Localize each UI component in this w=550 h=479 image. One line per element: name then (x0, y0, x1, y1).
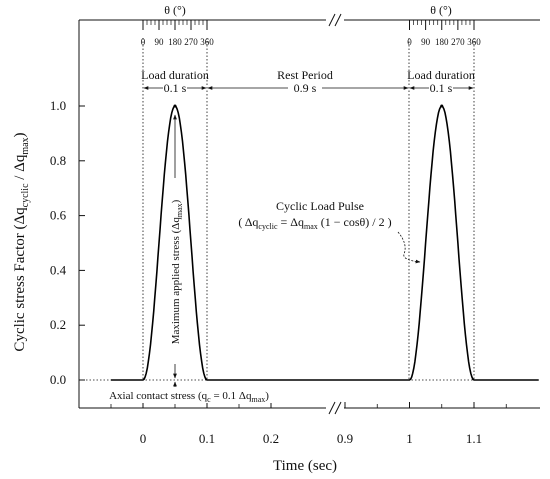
annotations: Load duration 0.1 s Rest Period 0.9 s Lo… (96, 68, 475, 404)
guide-lines (79, 38, 540, 381)
theta-axis-break (326, 13, 344, 27)
x-tick-label: 0.2 (263, 431, 279, 446)
y-tick-label: 0.2 (50, 317, 66, 332)
x-tick-label: 0.1 (199, 431, 215, 446)
load-duration-label-1: Load duration (141, 68, 209, 82)
load-duration-value-1: 0.1 s (164, 81, 187, 95)
x-axis: 0 0.1 0.2 0.9 1 1.1 Time (sec) (79, 401, 540, 474)
theta-tick-label: 180 (435, 37, 449, 47)
x-axis-label: Time (sec) (273, 458, 337, 474)
y-tick-label: 0.0 (50, 372, 66, 387)
pulse-title: Cyclic Load Pulse (276, 199, 364, 213)
x-tick-label: 0 (140, 431, 147, 446)
y-axis: 0.0 0.2 0.4 0.6 0.8 1.0 Cyclic stress Factor … (12, 20, 85, 408)
theta-tick-label: 180 (168, 37, 182, 47)
contact-stress-label: Axial contact stress (qc = 0.1 Δqmax) (109, 390, 269, 404)
theta-tick-label: 90 (421, 37, 431, 47)
y-axis-label: Cyclic stress Factor (Δqcyclic / Δqmax) (12, 132, 31, 351)
y-tick-label: 0.4 (50, 262, 67, 277)
theta-tick-label: 0 (407, 37, 412, 47)
y-tick-label: 0.8 (50, 153, 66, 168)
rest-period-value: 0.9 s (294, 81, 317, 95)
y-tick-label: 0.6 (50, 208, 67, 223)
load-pulse-series (111, 104, 539, 381)
load-pulse-line (111, 104, 539, 381)
theta-tick-label: 90 (155, 37, 165, 47)
y-tick-label: 1.0 (50, 98, 66, 113)
pulse-equation: ( Δqcyclic = Δqmax (1 − cosθ) / 2 ) (238, 215, 391, 231)
x-tick-label: 1.1 (466, 431, 482, 446)
x-ticks: 0 0.1 0.2 0.9 1 1.1 (110, 402, 507, 446)
theta-ticks: 090180270360090180270360 (141, 20, 481, 47)
theta-tick-label: 270 (184, 37, 198, 47)
pulse-peak-point (173, 104, 177, 108)
rest-period-label: Rest Period (277, 68, 333, 82)
pulse-peak-point (440, 104, 444, 108)
pulse-pointer (397, 231, 421, 264)
theta-tick-label: 270 (451, 37, 465, 47)
theta-axis-label-right: θ (°) (430, 3, 452, 17)
max-stress-label: Maximum applied stress (Δqmax) (170, 199, 184, 344)
x-axis-break (326, 401, 344, 415)
x-tick-label: 1 (406, 431, 413, 446)
theta-axis: θ (°) θ (°) 090180270360090180270360 (79, 3, 540, 47)
load-duration-value-2: 0.1 s (430, 81, 453, 95)
y-ticks: 0.0 0.2 0.4 0.6 0.8 1.0 (50, 98, 85, 387)
load-duration-label-2: Load duration (407, 68, 475, 82)
x-tick-label: 0.9 (337, 431, 353, 446)
theta-axis-label-left: θ (°) (164, 3, 186, 17)
